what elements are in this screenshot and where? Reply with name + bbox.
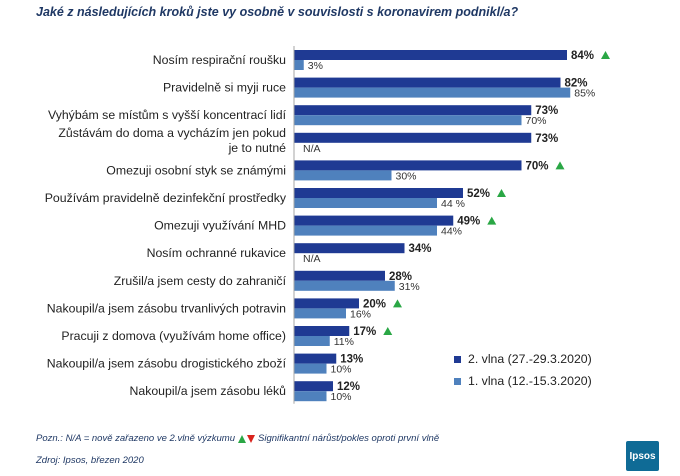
bar-wave2 — [294, 381, 333, 392]
category-label: Omezuji osobní styk se známými — [106, 163, 286, 177]
legend-item-wave2: 2. vlna (27.-29.3.2020) — [454, 348, 592, 370]
bar-wave1 — [294, 336, 330, 346]
data-label-wave2: 82% — [565, 78, 588, 90]
category-label: Nosím ochranné rukavice — [147, 246, 287, 260]
bar-wave2 — [294, 298, 359, 309]
bar-wave2 — [294, 215, 454, 226]
category-label: Vyhýbám se místům s vyšší koncentrací li… — [48, 108, 287, 122]
category-label: Používám pravidelně dezinfekční prostřed… — [45, 191, 287, 205]
data-label-wave1: 10% — [331, 391, 352, 403]
ipsos-logo-text: Ipsos — [629, 450, 656, 462]
significant-up-triangle-icon — [487, 216, 497, 225]
data-label-wave2: 34% — [409, 243, 432, 255]
category-label: Omezuji využívání MHD — [154, 219, 286, 233]
bar-wave1 — [294, 198, 437, 208]
ipsos-logo: Ipsos — [626, 441, 659, 471]
legend-swatch-wave2 — [454, 355, 461, 363]
bar-wave2 — [294, 243, 405, 254]
data-label-wave2: 73% — [535, 105, 558, 117]
category-label-line: je to nutné — [228, 141, 287, 155]
data-label-wave2: 20% — [363, 298, 386, 310]
data-label-wave2: 12% — [337, 381, 360, 393]
significant-up-triangle-icon — [497, 189, 506, 197]
category-label: Zůstávám do doma a vycházím jen pokud je … — [58, 126, 286, 155]
bar-wave1 — [294, 60, 304, 70]
data-label-wave1: N/A — [303, 253, 321, 265]
significant-up-triangle-icon — [393, 299, 402, 308]
legend-item-wave1: 1. vlna (12.-15.3.2020) — [454, 370, 592, 392]
bar-wave2 — [294, 326, 350, 336]
category-label: Zrušil/a jsem cesty do zahraničí — [114, 274, 287, 288]
bar-wave1 — [294, 363, 327, 374]
data-label-wave2: 28% — [389, 271, 412, 283]
up-triangle-icon — [238, 434, 246, 443]
significant-up-triangle-icon — [555, 161, 565, 170]
data-label-wave2: 13% — [340, 354, 363, 366]
category-label: Nakoupil/a jsem zásobu drogistického zbo… — [47, 357, 287, 371]
down-triangle-icon — [247, 434, 255, 443]
category-label: Nakoupil/a jsem zásobu trvanlivých potra… — [47, 301, 286, 315]
bar-wave1 — [294, 115, 522, 126]
data-label-wave1: 10% — [331, 364, 352, 376]
bar-wave1 — [294, 87, 571, 98]
data-label-wave2: 17% — [353, 326, 376, 338]
bar-chart: Nosím respirační roušku 84% 3% Pravidelně s… — [45, 46, 610, 404]
category-label: Pravidelně si myji ruce — [163, 81, 286, 95]
data-label-wave1: 31% — [399, 281, 420, 293]
bar-wave2 — [294, 132, 532, 143]
bar-wave2 — [294, 50, 567, 60]
data-label-wave2: 73% — [535, 133, 558, 145]
bar-wave1 — [294, 280, 395, 291]
legend-label-wave1: 1. vlna (12.-15.3.2020) — [468, 374, 592, 388]
data-label-wave1: 70% — [526, 115, 547, 127]
bar-wave1 — [294, 225, 437, 236]
legend-swatch-wave1 — [454, 377, 461, 385]
footnote-significance-text: Signifikantní nárůst/pokles oproti první… — [258, 433, 440, 444]
data-label-wave1: 16% — [350, 308, 371, 320]
data-label-wave2: 52% — [467, 188, 490, 200]
bar-wave2 — [294, 160, 522, 171]
legend-label-wave2: 2. vlna (27.-29.3.2020) — [468, 352, 592, 366]
data-label-wave1: 11% — [334, 336, 354, 348]
data-label-wave2: 70% — [526, 160, 549, 172]
bar-wave1 — [294, 308, 346, 319]
category-label-line: Zůstávám do doma a vycházím jen pokud — [58, 126, 286, 140]
significant-up-triangle-icon — [601, 51, 610, 59]
legend: 2. vlna (27.-29.3.2020) 1. vlna (12.-15.… — [454, 348, 592, 392]
bar-wave2 — [294, 270, 385, 281]
chart-title: Jaké z následujících kroků jste vy osobn… — [36, 5, 519, 19]
data-label-wave1: N/A — [303, 143, 321, 155]
data-label-wave2: 84% — [571, 50, 594, 62]
data-label-wave1: 44% — [441, 226, 462, 238]
category-label: Nakoupil/a jsem zásobu léků — [129, 384, 286, 398]
data-label-wave1: 44 % — [441, 198, 465, 210]
category-label: Pracuji z domova (využívám home office) — [61, 329, 286, 343]
bar-wave2 — [294, 77, 561, 88]
footnote: Pozn.: N/A = nově zařazeno ve 2.vlně výz… — [36, 433, 439, 444]
bar-wave2 — [294, 105, 532, 116]
significant-up-triangle-icon — [383, 327, 393, 335]
bar-wave2 — [294, 188, 463, 198]
data-label-wave1: 30% — [396, 170, 417, 182]
source-note: Zdroj: Ipsos, březen 2020 — [36, 455, 144, 466]
bar-wave2 — [294, 353, 337, 364]
data-label-wave1: 85% — [574, 88, 595, 100]
bar-wave1 — [294, 170, 392, 181]
data-label-wave1: 3% — [308, 60, 323, 72]
footnote-text: Pozn.: N/A = nově zařazeno ve 2.vlně výz… — [36, 433, 235, 444]
data-label-wave2: 49% — [457, 216, 480, 228]
bar-wave1 — [294, 391, 327, 402]
category-label: Nosím respirační roušku — [153, 53, 286, 67]
